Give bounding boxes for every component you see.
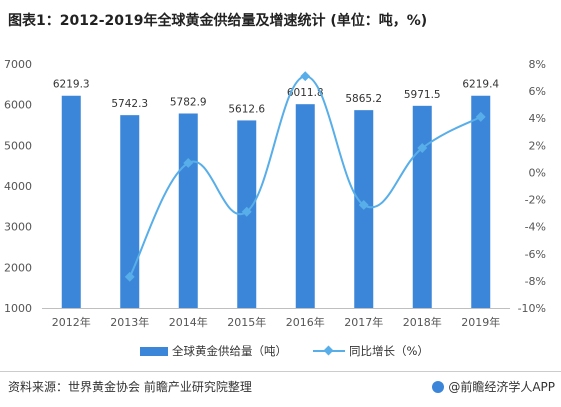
legend-line-swatch bbox=[313, 346, 345, 356]
legend: 全球黄金供给量（吨） 同比增长（%） bbox=[140, 343, 455, 359]
x-tick-label: 2013年 bbox=[110, 315, 149, 329]
bar-2012年 bbox=[61, 95, 81, 308]
legend-label-supply: 全球黄金供给量（吨） bbox=[172, 344, 287, 358]
right-tick-label: 8% bbox=[529, 58, 546, 71]
legend-bar-swatch bbox=[140, 346, 168, 356]
bar-data-label: 6011.8 bbox=[287, 87, 324, 99]
right-y-axis: -10% -8% -6% -4% -2% 0% 2% 4% 6% 8% bbox=[518, 58, 546, 315]
bar-2019年 bbox=[471, 95, 491, 308]
left-tick-label: 3000 bbox=[4, 221, 32, 234]
left-tick-label: 6000 bbox=[4, 99, 32, 112]
brand-credit: @前瞻经济学人APP bbox=[432, 378, 555, 395]
bar-2013年 bbox=[120, 115, 140, 308]
legend-item-growth: 同比增长（%） bbox=[313, 343, 429, 359]
left-tick-label: 5000 bbox=[4, 139, 32, 152]
growth-point bbox=[300, 71, 311, 82]
x-tick-label: 2016年 bbox=[286, 315, 325, 329]
bar-2016年 bbox=[295, 104, 315, 308]
x-tick-label: 2018年 bbox=[403, 315, 442, 329]
right-tick-label: -4% bbox=[525, 221, 546, 234]
bar-data-label: 6219.3 bbox=[53, 79, 90, 91]
growth-point bbox=[241, 206, 252, 217]
left-tick-label: 2000 bbox=[4, 261, 32, 274]
bar-2018年 bbox=[412, 105, 432, 308]
right-tick-label: 0% bbox=[529, 166, 546, 179]
left-tick-label: 7000 bbox=[4, 58, 32, 71]
growth-point bbox=[183, 158, 194, 168]
legend-item-supply: 全球黄金供给量（吨） bbox=[140, 343, 287, 359]
chart-title: 图表1：2012-2019年全球黄金供给量及增速统计 (单位：吨，%) bbox=[8, 13, 428, 29]
right-tick-label: -2% bbox=[525, 194, 546, 207]
brand-logo-icon bbox=[432, 381, 445, 393]
x-tick-label: 2014年 bbox=[169, 315, 208, 329]
source-note: 资料来源：世界黄金协会 前瞻产业研究院整理 bbox=[8, 380, 252, 394]
right-tick-label: 2% bbox=[529, 139, 546, 152]
left-tick-label: 4000 bbox=[4, 180, 32, 193]
right-tick-label: 4% bbox=[529, 112, 546, 125]
footer-divider bbox=[0, 371, 561, 372]
bar-data-label: 5742.3 bbox=[111, 98, 148, 110]
bar-data-label: 6219.4 bbox=[462, 79, 499, 91]
right-tick-label: -6% bbox=[525, 248, 546, 261]
right-tick-label: -8% bbox=[525, 275, 546, 288]
x-tick-label: 2015年 bbox=[227, 315, 266, 329]
legend-label-growth: 同比增长（%） bbox=[349, 344, 429, 358]
bar-data-label: 5865.2 bbox=[345, 93, 382, 105]
x-tick-label: 2019年 bbox=[461, 315, 500, 329]
growth-point bbox=[417, 143, 428, 153]
right-tick-label: 6% bbox=[529, 85, 546, 98]
x-tick-label: 2017年 bbox=[344, 315, 383, 329]
growth-point bbox=[358, 200, 369, 210]
x-axis: 2012年 2013年 2014年 2015年 2016年 2017年 2018年 2019年 bbox=[42, 308, 510, 329]
left-tick-label: 1000 bbox=[4, 302, 32, 315]
bar-data-label: 5782.9 bbox=[170, 96, 207, 108]
brand-credit-text: @前瞻经济学人APP bbox=[448, 380, 555, 394]
bar-series: 6219.3 5742.3 5782.9 5612.6 6011.8 5865.2 5971… bbox=[53, 79, 499, 309]
bar-2014年 bbox=[178, 113, 198, 309]
left-y-axis: 1000 2000 3000 4000 5000 6000 7000 bbox=[4, 58, 32, 315]
right-tick-label: -10% bbox=[518, 302, 546, 315]
bar-data-label: 5612.6 bbox=[228, 103, 265, 115]
bar-data-label: 5971.5 bbox=[404, 89, 441, 101]
x-tick-label: 2012年 bbox=[52, 315, 91, 329]
